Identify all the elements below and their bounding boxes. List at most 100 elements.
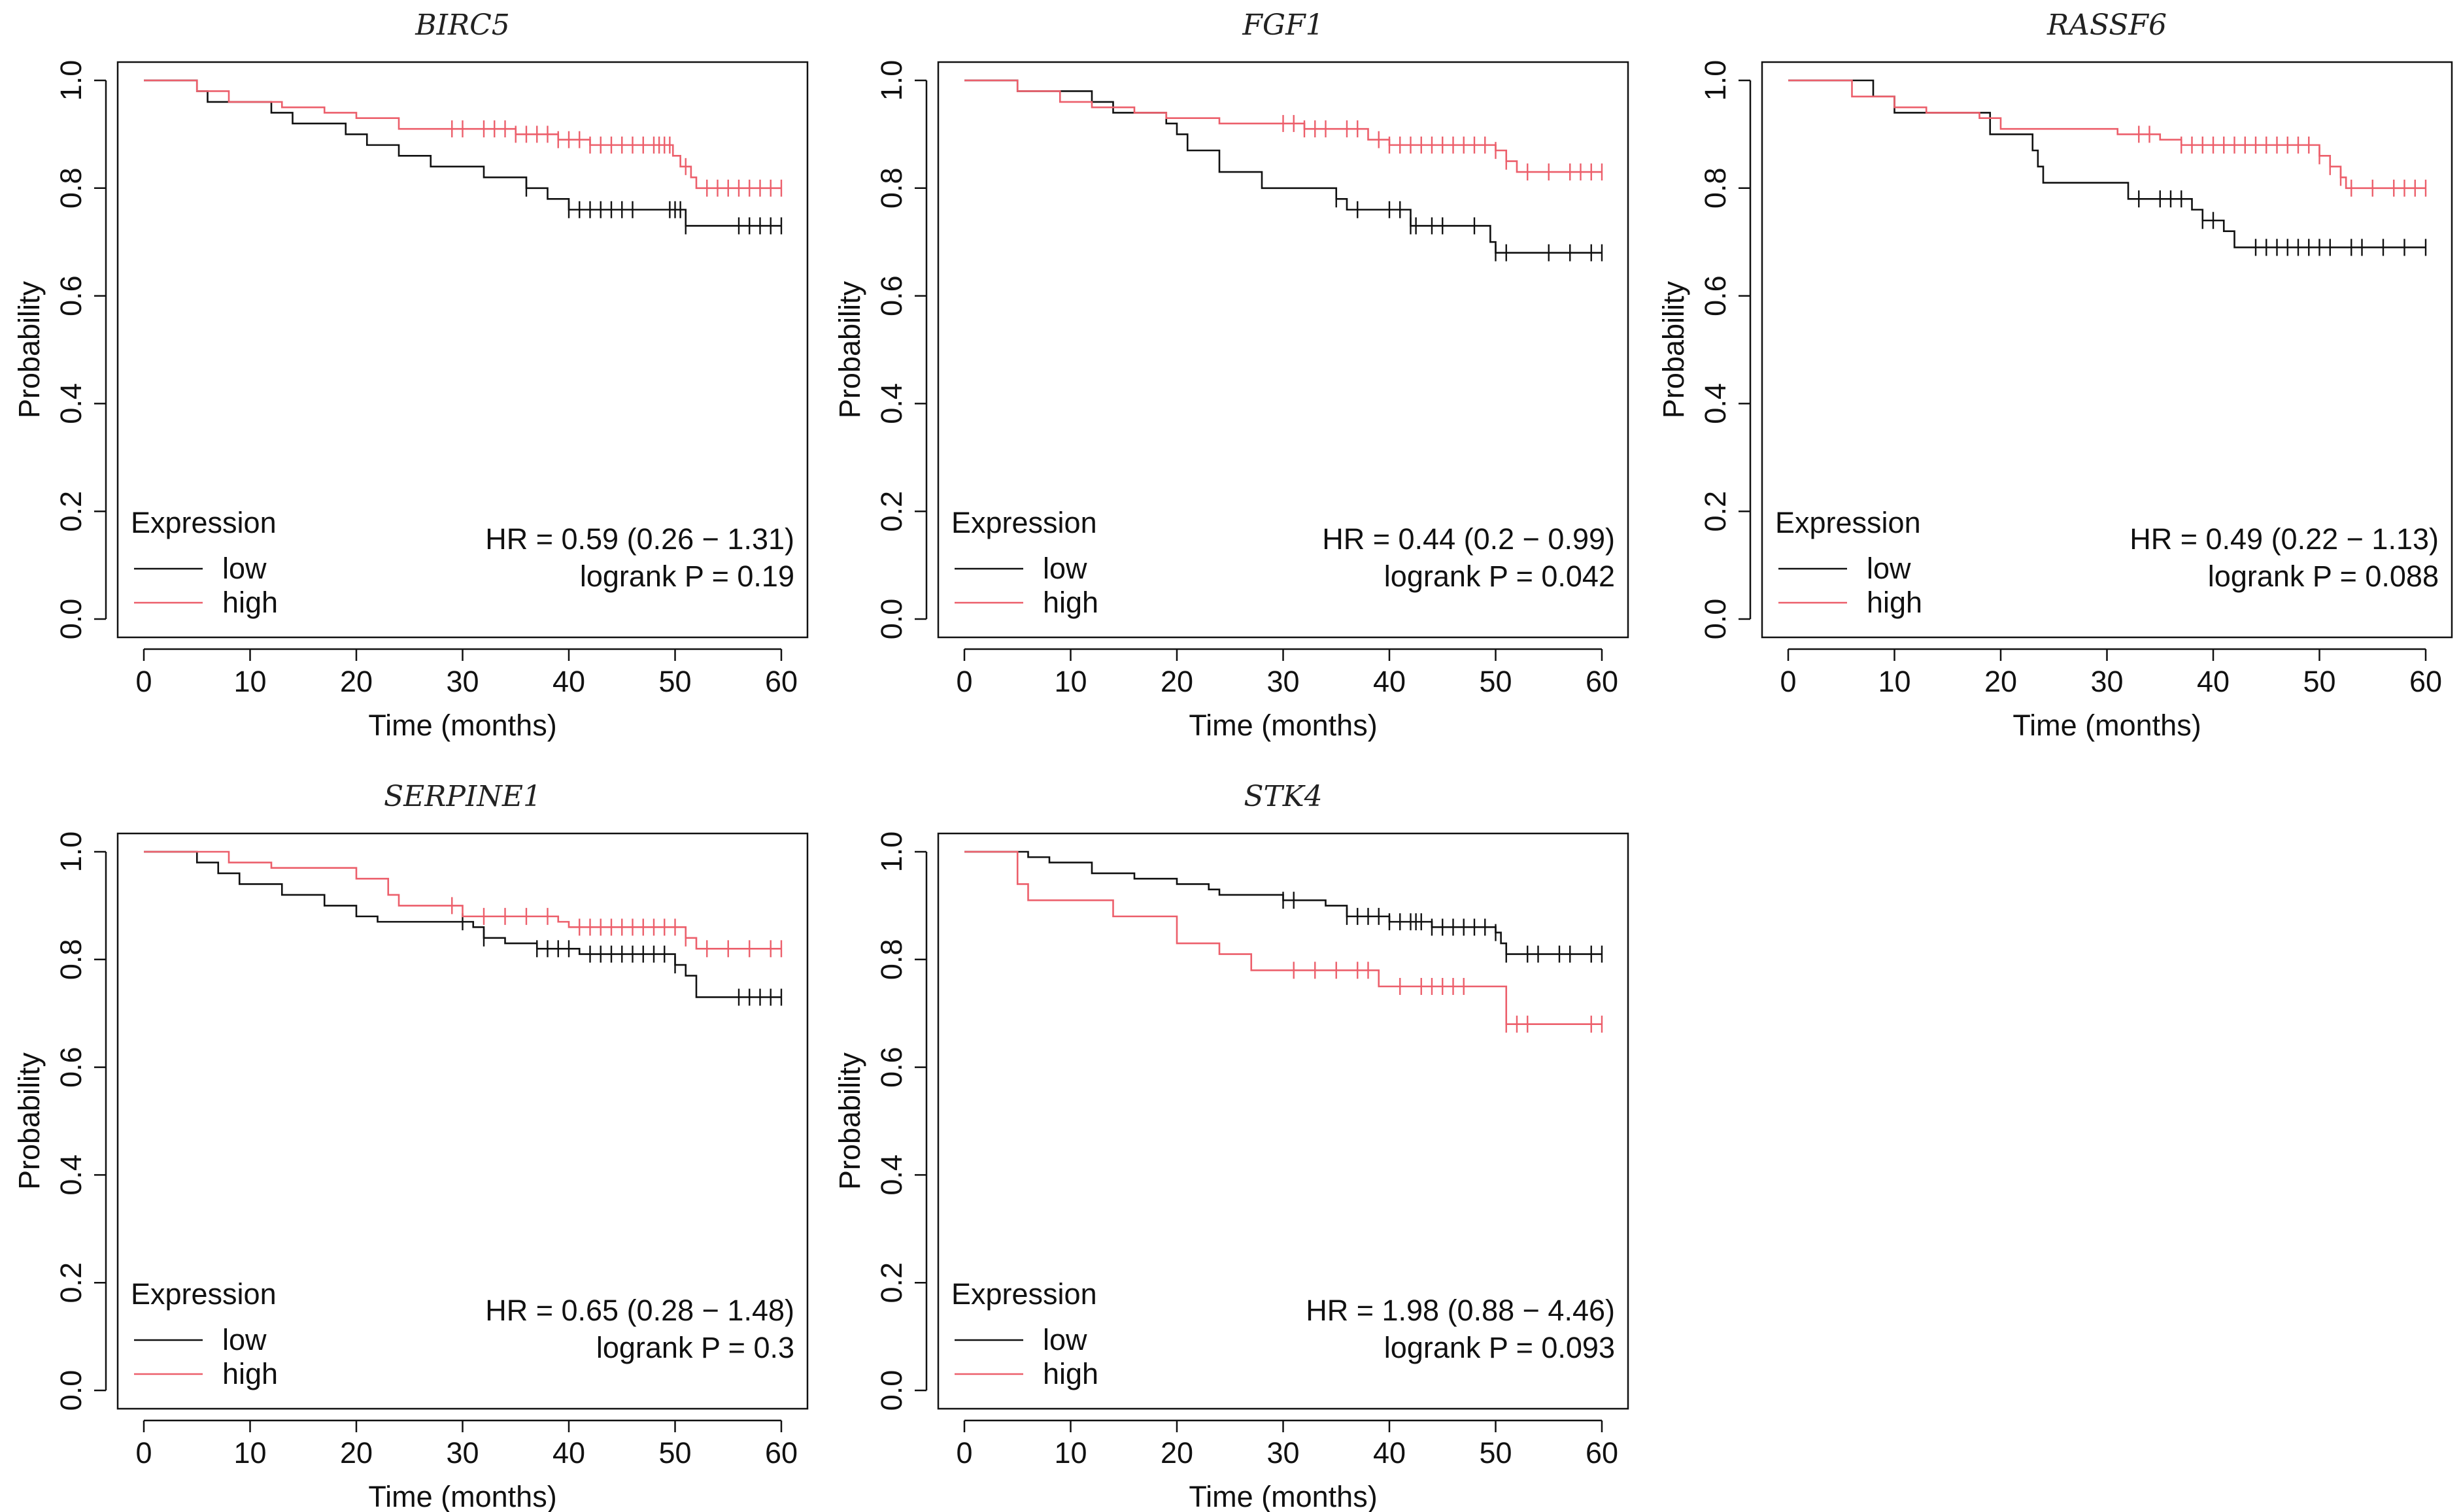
legend-title: Expression (1775, 506, 1921, 539)
chart-title: BIRC5 (415, 8, 510, 42)
x-tick-label: 30 (1266, 1436, 1299, 1470)
plot-frame (1761, 61, 2453, 639)
chart-serpine1-panel: SERPINE1 0 10 20 30 40 50 60 Time (months) 0.0 0.2… (12, 780, 809, 1512)
legend-label-low: low (222, 1323, 267, 1356)
legend-title: Expression (951, 1277, 1097, 1311)
y-axis-title: Probability (833, 280, 866, 418)
legend-title: Expression (131, 506, 277, 539)
y-tick-label: 0.0 (54, 1370, 88, 1411)
y-tick-label: 1.0 (54, 60, 88, 101)
chart-fgf1-panel: FGF1 0 10 20 30 40 50 60 Time (months) 0.0 0.2 0.4 0… (833, 8, 1629, 742)
y-tick-label: 0.8 (54, 168, 88, 209)
x-axis-title: Time (months) (1189, 1480, 1377, 1512)
logrank-p-text: logrank P = 0.3 (596, 1331, 794, 1364)
y-tick-label: 0.6 (1699, 275, 1732, 316)
y-tick-label: 1.0 (1699, 60, 1732, 101)
y-tick-label: 0.8 (54, 939, 88, 981)
x-tick-label: 0 (1780, 665, 1796, 698)
legend-label-high: high (222, 586, 278, 619)
x-tick-label: 60 (765, 665, 798, 698)
x-tick-label: 60 (1586, 1436, 1618, 1470)
y-tick-label: 0.4 (1699, 383, 1732, 424)
x-tick-label: 10 (233, 665, 266, 698)
y-tick-label: 0.8 (1699, 168, 1732, 209)
y-tick-label: 0.2 (54, 491, 88, 532)
x-tick-label: 60 (765, 1436, 798, 1470)
plot-frame (116, 832, 809, 1410)
legend-title: Expression (131, 1277, 277, 1311)
chart-title: SERPINE1 (384, 780, 541, 813)
legend-label-high: high (1043, 586, 1098, 619)
y-axis-title: Probability (833, 1052, 866, 1190)
logrank-p-text: logrank P = 0.19 (580, 560, 794, 593)
km-curve-low (1788, 79, 2426, 248)
hazard-ratio-text: HR = 0.65 (0.28 − 1.48) (485, 1294, 794, 1327)
x-tick-label: 50 (1479, 1436, 1512, 1470)
x-tick-label: 10 (1054, 665, 1087, 698)
y-tick-label: 0.0 (875, 599, 908, 640)
x-tick-label: 10 (233, 1436, 266, 1470)
km-curve-low (964, 79, 1602, 254)
x-tick-label: 10 (1054, 1436, 1087, 1470)
y-tick-label: 0.0 (54, 599, 88, 640)
x-tick-label: 40 (552, 665, 585, 698)
legend-label-low: low (1043, 552, 1087, 585)
legend-label-low: low (222, 552, 267, 585)
y-axis-title: Probability (1657, 280, 1690, 418)
y-tick-label: 0.4 (875, 383, 908, 424)
km-curve-high (964, 79, 1602, 173)
y-tick-label: 0.0 (1699, 599, 1732, 640)
x-tick-label: 20 (340, 1436, 373, 1470)
x-tick-label: 10 (1878, 665, 1910, 698)
y-tick-label: 0.4 (875, 1154, 908, 1196)
x-tick-label: 60 (1586, 665, 1618, 698)
y-tick-label: 0.2 (875, 1262, 908, 1303)
plot-frame (937, 832, 1629, 1410)
logrank-p-text: logrank P = 0.088 (2208, 560, 2439, 593)
chart-stk4-panel: STK4 0 10 20 30 40 50 60 Time (months) 0.0 0.2 0.4 0… (833, 780, 1629, 1512)
plot-frame (937, 61, 1629, 639)
y-tick-label: 0.8 (875, 168, 908, 209)
legend-title: Expression (951, 506, 1097, 539)
chart-title: RASSF6 (2046, 8, 2167, 42)
x-tick-label: 30 (2090, 665, 2123, 698)
chart-rassf6-panel: RASSF6 0 10 20 30 40 50 60 Time (months) 0.0 0.2 0.… (1657, 8, 2453, 742)
y-tick-label: 0.8 (875, 939, 908, 981)
x-tick-label: 0 (956, 665, 972, 698)
x-tick-label: 60 (2409, 665, 2442, 698)
x-tick-label: 0 (956, 1436, 972, 1470)
y-tick-label: 0.4 (54, 1154, 88, 1196)
km-curve-high (964, 850, 1602, 1025)
hazard-ratio-text: HR = 0.59 (0.26 − 1.31) (485, 522, 794, 556)
y-tick-label: 0.2 (54, 1262, 88, 1303)
legend-label-low: low (1867, 552, 1911, 585)
x-tick-label: 20 (1161, 1436, 1193, 1470)
x-axis-title: Time (months) (2012, 709, 2201, 742)
hazard-ratio-text: HR = 0.44 (0.2 − 0.99) (1322, 522, 1615, 556)
legend-label-high: high (222, 1357, 278, 1390)
y-tick-label: 0.4 (54, 383, 88, 424)
hazard-ratio-text: HR = 1.98 (0.88 − 4.46) (1306, 1294, 1615, 1327)
y-tick-label: 0.6 (875, 275, 908, 316)
y-tick-label: 0.2 (875, 491, 908, 532)
legend-label-low: low (1043, 1323, 1087, 1356)
legend-label-high: high (1867, 586, 1922, 619)
x-tick-label: 30 (446, 1436, 479, 1470)
legend-label-high: high (1043, 1357, 1098, 1390)
plot-frame (116, 61, 809, 639)
x-axis-title: Time (months) (368, 709, 556, 742)
y-tick-label: 0.6 (54, 275, 88, 316)
x-tick-label: 50 (2303, 665, 2335, 698)
y-tick-label: 0.6 (875, 1047, 908, 1088)
x-tick-label: 20 (1984, 665, 2017, 698)
x-tick-label: 20 (1161, 665, 1193, 698)
hazard-ratio-text: HR = 0.49 (0.22 − 1.13) (2130, 522, 2439, 556)
y-tick-label: 1.0 (54, 832, 88, 873)
y-axis-title: Probability (12, 280, 46, 418)
x-tick-label: 40 (1373, 665, 1406, 698)
chart-title: STK4 (1244, 780, 1322, 813)
logrank-p-text: logrank P = 0.042 (1384, 560, 1615, 593)
y-tick-label: 0.0 (875, 1370, 908, 1411)
x-tick-label: 40 (2197, 665, 2230, 698)
